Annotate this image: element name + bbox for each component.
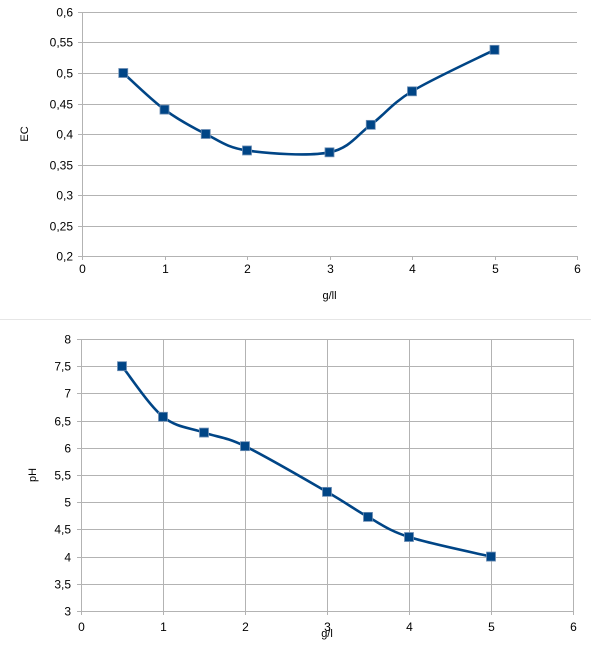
data-point-marker	[159, 104, 170, 115]
y-tick-label: 0,4	[56, 128, 73, 142]
x-tick-label: 4	[409, 262, 416, 276]
data-point-marker	[158, 411, 168, 422]
x-tick-label: 2	[242, 620, 249, 634]
data-point-marker	[489, 44, 500, 55]
y-tick-label: 7	[64, 387, 71, 401]
x-tick-label: 1	[160, 620, 167, 634]
y-tick-label: 0,2	[56, 250, 73, 264]
data-point-marker	[486, 551, 496, 562]
y-tick-label: 0,45	[50, 98, 74, 112]
y-tick-label: 0,3	[56, 189, 73, 203]
data-point-marker	[363, 511, 373, 522]
y-tick-label: 3	[64, 605, 71, 619]
y-tick-label: 5,5	[54, 469, 71, 483]
y-tick-label: 8	[64, 333, 71, 347]
y-tick-label: 0,5	[56, 67, 73, 81]
data-point-marker	[242, 145, 252, 156]
data-point-marker	[324, 147, 335, 158]
y-tick-label: 3,5	[54, 578, 71, 592]
data-point-marker	[199, 427, 209, 438]
chart-2: 3 3,5 4 4,5 5 5,5 6 6,5 7 7,5 8 0 1 2 3 4 5 6 g/l pH	[27, 333, 577, 641]
series-line	[120, 364, 493, 558]
x-axis-label: g/l	[321, 628, 333, 640]
data-point-marker	[240, 441, 250, 452]
x-tick-label: 0	[78, 620, 85, 634]
x-tick-label: 5	[488, 620, 495, 634]
y-tick-label: 0,55	[50, 36, 74, 50]
data-point-marker	[322, 486, 332, 497]
data-point-marker	[117, 361, 127, 372]
x-tick-label: 4	[406, 620, 413, 634]
series-line	[121, 48, 496, 156]
y-axis-label: pH	[27, 468, 39, 482]
y-tick-label: 6	[64, 442, 71, 456]
x-tick-label: 3	[324, 620, 331, 634]
y-tick-label: 4	[64, 551, 71, 565]
x-tick-label: 5	[492, 262, 499, 276]
x-tick-label: 2	[244, 262, 251, 276]
chart-1: 0,2 0,25 0,3 0,35 0,4 0,45 0,5 0,55 0,6 0 1 2 3 4 5 6 g/…	[19, 6, 581, 303]
x-tick-label: 1	[162, 262, 169, 276]
x-tick-label: 0	[79, 262, 86, 276]
x-tick-label: 6	[570, 620, 577, 634]
data-point-marker	[404, 532, 414, 542]
x-tick-label: 6	[574, 262, 581, 276]
data-point-marker	[118, 68, 129, 78]
y-tick-label: 4,5	[54, 523, 71, 537]
data-point-marker	[200, 129, 211, 139]
y-tick-label: 5	[64, 496, 71, 510]
y-tick-label: 0,25	[50, 220, 74, 234]
y-tick-label: 0,35	[50, 159, 74, 173]
data-point-marker	[365, 119, 376, 130]
data-point-marker	[407, 86, 417, 97]
x-axis-label: g/ll	[322, 290, 336, 302]
y-tick-label: 7,5	[54, 360, 71, 374]
y-tick-label: 6,5	[54, 415, 71, 429]
y-tick-label: 0,6	[56, 6, 73, 20]
y-axis-label: EC	[19, 126, 31, 141]
x-tick-label: 3	[327, 262, 334, 276]
